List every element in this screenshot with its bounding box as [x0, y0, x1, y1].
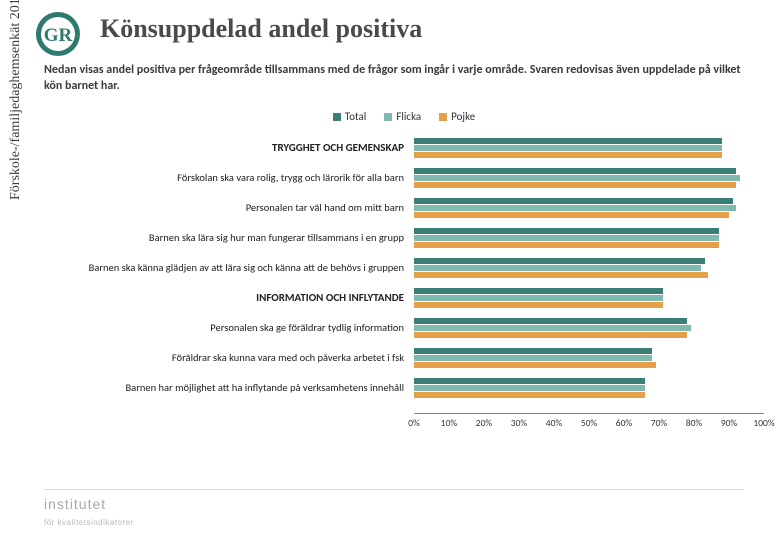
plot-area: TRYGGHET OCH GEMENSKAP Förskolan ska vara… — [44, 133, 764, 443]
legend-flicka: Flicka — [384, 110, 421, 123]
bar-total — [414, 348, 652, 354]
legend: Total Flicka Pojke — [44, 110, 764, 123]
bar-pojke — [414, 242, 719, 248]
bar-flicka — [414, 295, 663, 301]
bar-pojke — [414, 152, 722, 158]
axis-tick: 30% — [511, 417, 527, 429]
legend-flicka-label: Flicka — [396, 110, 421, 123]
row-label: Personalen tar väl hand om mitt barn — [44, 202, 408, 214]
bar-pojke — [414, 332, 687, 338]
bar-rows: TRYGGHET OCH GEMENSKAP Förskolan ska vara… — [44, 133, 764, 403]
bar-cell — [414, 345, 764, 371]
bar-flicka — [414, 355, 652, 361]
vertical-survey-label: Förskole-/familjedaghemsenkät 2016 — [8, 0, 24, 200]
axis-tick: 0% — [408, 417, 420, 429]
swatch-total — [333, 113, 341, 121]
bar-flicka — [414, 235, 719, 241]
bar-total — [414, 168, 736, 174]
legend-pojke-label: Pojke — [451, 110, 475, 123]
row-label: Barnen ska lära sig hur man fungerar til… — [44, 232, 408, 244]
bar-flicka — [414, 265, 701, 271]
question-row: Barnen ska känna glädjen av att lära sig… — [44, 253, 764, 283]
bar-pojke — [414, 272, 708, 278]
divider — [44, 489, 744, 490]
question-row: Barnen har möjlighet att ha inflytande p… — [44, 373, 764, 403]
bar-cell — [414, 315, 764, 341]
gr-logo: GR — [34, 10, 82, 63]
footer-sub-text: för kvalitetsindikatorer — [44, 518, 134, 527]
legend-total: Total — [333, 110, 367, 123]
legend-total-label: Total — [345, 110, 367, 123]
bar-pojke — [414, 212, 729, 218]
bar-flicka — [414, 385, 645, 391]
bar-total — [414, 198, 733, 204]
axis-line — [414, 413, 764, 414]
axis-tick: 60% — [616, 417, 632, 429]
bar-total — [414, 138, 722, 144]
row-label: Förskolan ska vara rolig, trygg och läro… — [44, 172, 408, 184]
bar-total — [414, 318, 687, 324]
category-row: TRYGGHET OCH GEMENSKAP — [44, 133, 764, 163]
row-label: Barnen har möjlighet att ha inflytande p… — [44, 382, 408, 394]
footer-brand-text: institutet — [44, 496, 106, 512]
bar-cell — [414, 135, 764, 161]
bar-cell — [414, 255, 764, 281]
bar-total — [414, 288, 663, 294]
bar-total — [414, 258, 705, 264]
row-label: Föräldrar ska kunna vara med och påverka… — [44, 352, 408, 364]
row-label: TRYGGHET OCH GEMENSKAP — [44, 142, 408, 155]
bar-cell — [414, 165, 764, 191]
bar-pojke — [414, 362, 656, 368]
intro-text: Nedan visas andel positiva per frågeområ… — [44, 62, 744, 94]
row-label: INFORMATION OCH INFLYTANDE — [44, 292, 408, 305]
bar-flicka — [414, 325, 691, 331]
swatch-flicka — [384, 113, 392, 121]
bar-flicka — [414, 175, 740, 181]
axis-tick: 80% — [686, 417, 702, 429]
svg-text:GR: GR — [44, 25, 73, 46]
page: Förskole-/familjedaghemsenkät 2016 GR Kö… — [0, 0, 780, 540]
swatch-pojke — [439, 113, 447, 121]
question-row: Personalen ska ge föräldrar tydlig infor… — [44, 313, 764, 343]
bar-total — [414, 378, 645, 384]
question-row: Förskolan ska vara rolig, trygg och läro… — [44, 163, 764, 193]
question-row: Personalen tar väl hand om mitt barn — [44, 193, 764, 223]
bar-cell — [414, 285, 764, 311]
bar-cell — [414, 225, 764, 251]
question-row: Barnen ska lära sig hur man fungerar til… — [44, 223, 764, 253]
axis-tick: 40% — [546, 417, 562, 429]
footer-brand: institutet för kvalitetsindikatorer — [44, 496, 134, 528]
row-label: Barnen ska känna glädjen av att lära sig… — [44, 262, 408, 274]
row-label: Personalen ska ge föräldrar tydlig infor… — [44, 322, 408, 334]
bar-cell — [414, 375, 764, 401]
axis-tick: 50% — [581, 417, 597, 429]
axis-tick: 90% — [721, 417, 737, 429]
axis-tick: 10% — [441, 417, 457, 429]
bar-cell — [414, 195, 764, 221]
bar-total — [414, 228, 719, 234]
axis-tick: 20% — [476, 417, 492, 429]
x-axis: 0%10%20%30%40%50%60%70%80%90%100% — [414, 413, 764, 438]
bar-pojke — [414, 392, 645, 398]
bar-flicka — [414, 145, 722, 151]
bar-pojke — [414, 302, 663, 308]
question-row: Föräldrar ska kunna vara med och påverka… — [44, 343, 764, 373]
axis-tick: 70% — [651, 417, 667, 429]
chart-container: Total Flicka Pojke TRYGGHET OCH GEMENSKA… — [44, 110, 764, 460]
bar-flicka — [414, 205, 736, 211]
legend-pojke: Pojke — [439, 110, 475, 123]
page-title: Könsuppdelad andel positiva — [100, 14, 422, 44]
axis-tick: 100% — [753, 417, 774, 429]
category-row: INFORMATION OCH INFLYTANDE — [44, 283, 764, 313]
bar-pojke — [414, 182, 736, 188]
